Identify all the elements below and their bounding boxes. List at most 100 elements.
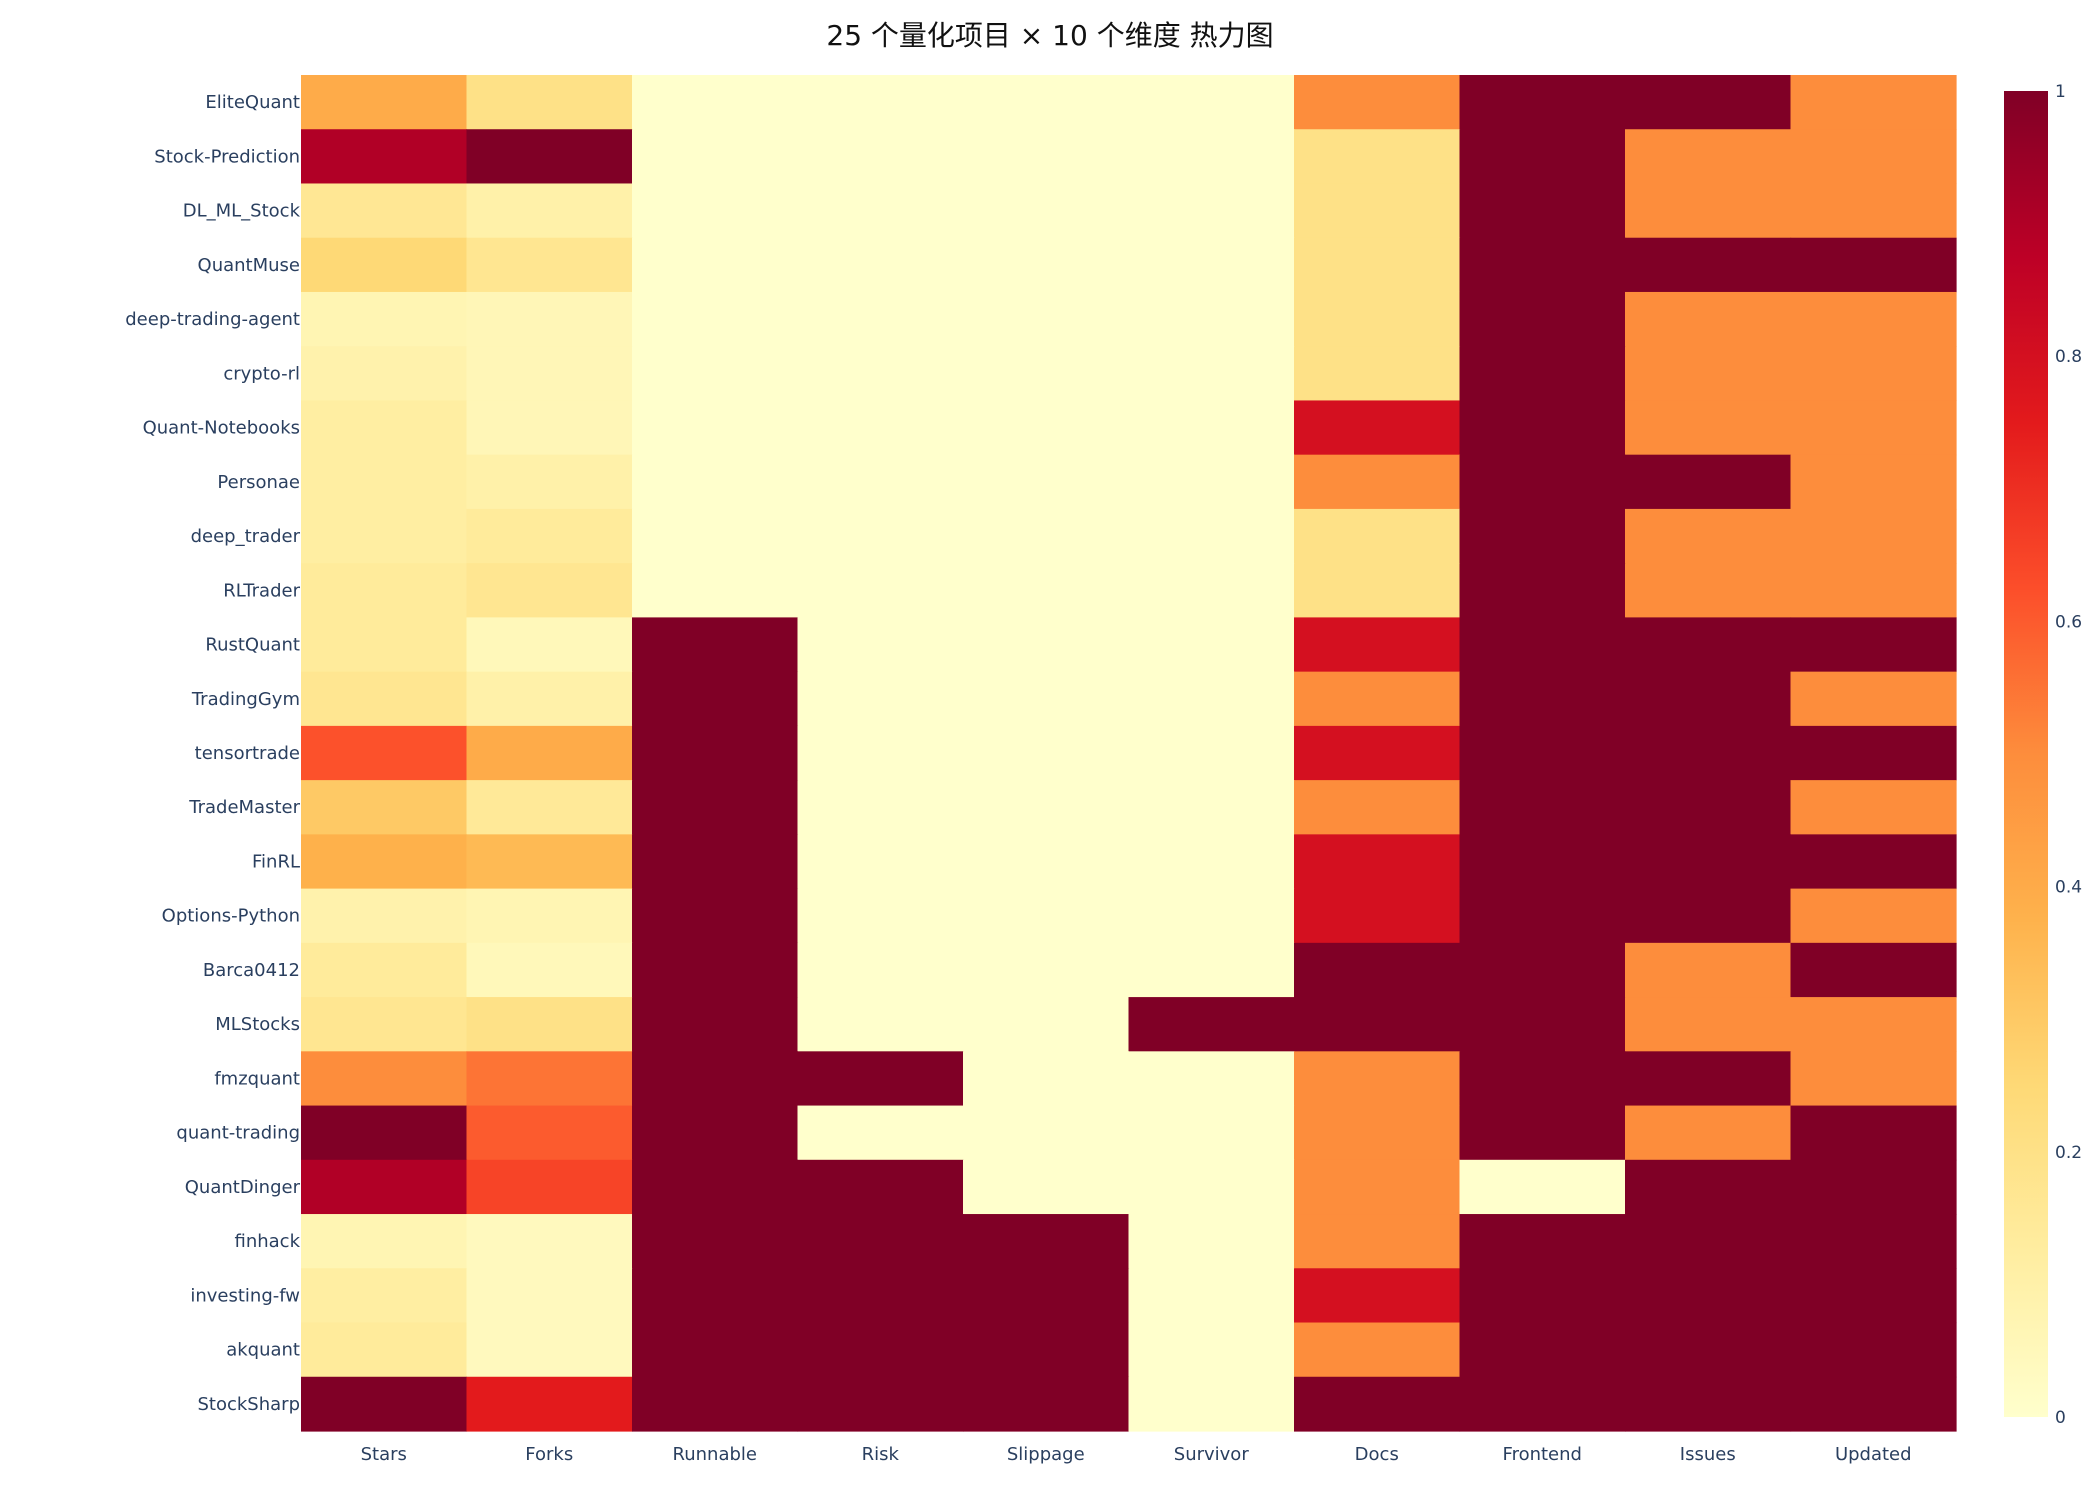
heatmap-cell (301, 1268, 468, 1324)
heatmap-cell (466, 617, 633, 673)
heatmap-cell (466, 997, 633, 1052)
heatmap-cell (797, 617, 964, 673)
heatmap-cell (466, 508, 633, 564)
y-axis-tick-labels: EliteQuant Stock-Prediction DL_ML_Stock Qua… (125, 92, 300, 1415)
y-tick-label: RLTrader (223, 580, 300, 601)
heatmap-cell (1294, 237, 1461, 293)
heatmap-cell (1294, 454, 1461, 510)
y-tick-label: fmzquant (214, 1068, 300, 1089)
heatmap-cell (963, 75, 1130, 130)
heatmap-cell (466, 346, 633, 402)
heatmap-cell (1294, 725, 1461, 781)
heatmap-cell (1625, 346, 1792, 402)
heatmap-cell (632, 563, 799, 618)
heatmap-cell (632, 1051, 799, 1107)
heatmap-cell (1625, 1214, 1792, 1269)
heatmap-cell (466, 671, 633, 727)
heatmap-cell (963, 454, 1130, 510)
colorbar-tick-label: 0.4 (2055, 878, 2082, 898)
heatmap-cell (797, 1268, 964, 1324)
heatmap-cell (797, 1159, 964, 1215)
heatmap-cell (1459, 237, 1626, 293)
heatmap-cell (466, 1159, 633, 1215)
x-axis-tick-labels: Stars Forks Runnable Risk Slippage Survivor Do… (361, 1444, 1912, 1465)
heatmap-cell (632, 346, 799, 402)
heatmap-cell (466, 780, 633, 835)
heatmap-cell (1625, 1376, 1792, 1432)
heatmap-cell (301, 888, 468, 944)
heatmap-cell (301, 725, 468, 781)
heatmap-cell (1128, 346, 1295, 402)
heatmap-cell (1625, 780, 1792, 835)
heatmap-cell (301, 75, 468, 130)
x-tick-label: Slippage (1007, 1444, 1085, 1465)
heatmap-cell (1294, 346, 1461, 402)
colorbar-tick-label: 1 (2055, 82, 2066, 102)
heatmap-cell (632, 942, 799, 998)
heatmap-cell (1790, 1214, 1957, 1269)
heatmap-cell (797, 563, 964, 618)
colorbar-gradient (2004, 91, 2048, 1417)
heatmap-cell (1459, 1268, 1626, 1324)
heatmap-cell (1128, 183, 1295, 239)
heatmap-cell (301, 346, 468, 402)
heatmap-cell (1625, 1322, 1792, 1378)
heatmap-cell (1790, 1376, 1957, 1432)
heatmap-cell (1790, 671, 1957, 727)
heatmap-cell (1459, 454, 1626, 510)
y-tick-label: EliteQuant (205, 92, 300, 113)
heatmap-cell (1294, 1159, 1461, 1215)
heatmap-cell (301, 1376, 468, 1432)
heatmap-cell (1625, 671, 1792, 727)
heatmap-cell (1625, 1051, 1792, 1107)
y-tick-label: Barca0412 (203, 960, 300, 981)
colorbar-tick-label: 0 (2055, 1408, 2066, 1428)
x-tick-label: Forks (525, 1444, 573, 1465)
heatmap-cell (1459, 997, 1626, 1052)
heatmap-cell (1790, 1159, 1957, 1215)
heatmap-cell (1459, 1105, 1626, 1161)
heatmap-cell (301, 129, 468, 185)
heatmap-cell (1790, 834, 1957, 890)
heatmap-cell (963, 1214, 1130, 1269)
heatmap-cell (1294, 1051, 1461, 1107)
heatmap-cell (632, 75, 799, 130)
heatmap-cell (1459, 1322, 1626, 1378)
heatmap-cell (466, 129, 633, 185)
colorbar-tick-label: 0.2 (2055, 1143, 2082, 1163)
heatmap-cell (797, 508, 964, 564)
heatmap-cell (797, 671, 964, 727)
heatmap-cell (963, 1159, 1130, 1215)
y-tick-label: akquant (226, 1340, 300, 1361)
heatmap-cell (963, 617, 1130, 673)
y-tick-label: deep-trading-agent (125, 309, 300, 330)
heatmap-cell (301, 1214, 468, 1269)
heatmap-cell (797, 1322, 964, 1378)
heatmap-cell (1459, 346, 1626, 402)
heatmap-cell (466, 1214, 633, 1269)
heatmap-cell (1128, 834, 1295, 890)
heatmap-cell (1294, 780, 1461, 835)
y-tick-label: quant-trading (176, 1123, 300, 1144)
heatmap-cell (1128, 617, 1295, 673)
heatmap-cell (632, 1268, 799, 1324)
heatmap-cell (1625, 129, 1792, 185)
heatmap-cell (1459, 291, 1626, 347)
heatmap-cell (1790, 1105, 1957, 1161)
heatmap-cell (466, 454, 633, 510)
heatmap-cell (1625, 75, 1792, 130)
heatmap-cell (1128, 1322, 1295, 1378)
heatmap-cell (1625, 617, 1792, 673)
heatmap-cell (466, 1268, 633, 1324)
heatmap-cell (1625, 454, 1792, 510)
y-tick-label: TradeMaster (188, 797, 300, 818)
heatmap-cell (963, 671, 1130, 727)
y-tick-label: TradingGym (191, 689, 300, 710)
heatmap-cell (1625, 291, 1792, 347)
heatmap-cell (1294, 508, 1461, 564)
heatmap-cell (1790, 617, 1957, 673)
heatmap-cell (1128, 942, 1295, 998)
heatmap-cell (301, 617, 468, 673)
heatmap-cell (1459, 1376, 1626, 1432)
